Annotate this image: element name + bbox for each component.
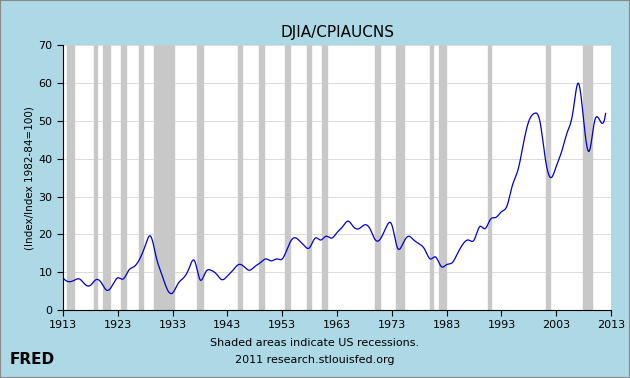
- Bar: [121, 45, 125, 310]
- Bar: [94, 45, 97, 310]
- Bar: [197, 45, 203, 310]
- Bar: [488, 45, 491, 310]
- Bar: [238, 45, 242, 310]
- Bar: [430, 45, 433, 310]
- Bar: [139, 45, 143, 310]
- Text: Shaded areas indicate US recessions.: Shaded areas indicate US recessions.: [210, 338, 420, 348]
- Bar: [546, 45, 551, 310]
- Bar: [439, 45, 446, 310]
- Y-axis label: (Index/Index 1982-84=100): (Index/Index 1982-84=100): [25, 106, 34, 249]
- Bar: [307, 45, 311, 310]
- Bar: [583, 45, 592, 310]
- Bar: [375, 45, 381, 310]
- Bar: [67, 45, 74, 310]
- Text: FRED: FRED: [10, 352, 55, 367]
- Bar: [285, 45, 290, 310]
- Text: 2011 research.stlouisfed.org: 2011 research.stlouisfed.org: [235, 355, 395, 365]
- Bar: [396, 45, 404, 310]
- Bar: [259, 45, 265, 310]
- Bar: [103, 45, 110, 310]
- Bar: [154, 45, 174, 310]
- Title: DJIA/CPIAUCNS: DJIA/CPIAUCNS: [280, 25, 394, 40]
- Bar: [322, 45, 326, 310]
